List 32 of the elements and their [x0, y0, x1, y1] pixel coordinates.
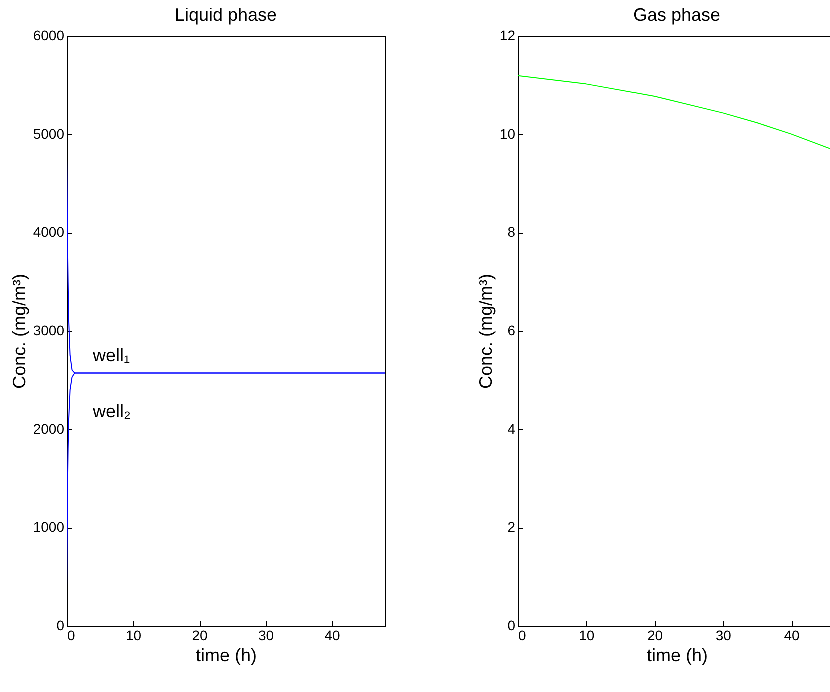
y-tick-label: 5000 [33, 126, 65, 142]
y-axis-title: Conc. (mg/m³) [9, 274, 30, 390]
y-tick-label: 0 [508, 618, 516, 634]
series-label: well₁ [92, 345, 130, 366]
x-tick-label: 40 [784, 628, 800, 644]
chart-title: Liquid phase [174, 5, 278, 25]
y-tick-label: 0 [56, 618, 65, 634]
y-tick-label: 10 [500, 126, 516, 142]
y-tick-label: 8 [508, 224, 516, 240]
x-axis-title: time (h) [196, 646, 258, 666]
x-tick-label: 20 [647, 628, 664, 644]
x-tick-label: 40 [324, 628, 340, 644]
x-axis-title: time (h) [646, 646, 708, 666]
x-tick-label: 30 [258, 628, 274, 644]
y-tick-label: 4000 [33, 224, 65, 240]
x-tick-label: 10 [126, 628, 142, 644]
series-label: well₂ [92, 401, 131, 422]
y-tick-label: 12 [500, 28, 516, 44]
y-tick-label: 6 [508, 322, 516, 338]
y-tick-label: 1000 [33, 519, 65, 536]
x-tick-label: 0 [68, 628, 76, 644]
x-tick-label: 0 [518, 628, 526, 644]
y-tick-label: 6000 [33, 28, 65, 44]
y-tick-label: 3000 [33, 322, 65, 338]
y-axis-title: Conc. (mg/m³) [476, 274, 496, 390]
chart-title: Gas phase [633, 5, 721, 25]
y-tick-label: 4 [508, 420, 516, 437]
y-tick-label: 2 [508, 519, 516, 536]
x-tick-label: 20 [192, 628, 208, 644]
y-tick-label: 2000 [33, 420, 65, 437]
x-tick-label: 30 [716, 628, 732, 644]
x-tick-label: 10 [579, 628, 595, 644]
